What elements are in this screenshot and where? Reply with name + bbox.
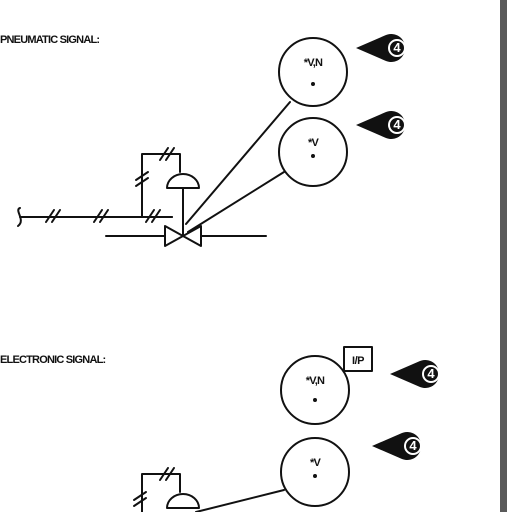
pneumatic-signal-title: PNEUMATIC SIGNAL: (0, 34, 100, 46)
pneumatic-loop (141, 153, 181, 218)
electronic-loop (141, 473, 181, 512)
pneumatic-hash (93, 209, 103, 223)
electronic-tag-bottom-number: 4 (409, 438, 417, 453)
pneumatic-line-break-symbol (17, 207, 22, 227)
electronic-signal-title: ELECTRONIC SIGNAL: (0, 354, 106, 366)
electronic-tag-top: 4 (390, 360, 440, 388)
pneumatic-hash (135, 177, 149, 187)
pneumatic-tag-top: 4 (356, 34, 406, 62)
pneumatic-hash (135, 171, 149, 181)
pneumatic-leader-top (185, 101, 291, 225)
electronic-hash (133, 491, 147, 501)
electronic-tag-bottom: 4 (372, 432, 422, 461)
electronic-leader-bottom (195, 489, 285, 512)
pneumatic-hash (165, 147, 175, 161)
electronic-bubble-top (280, 355, 350, 425)
electronic-actuator (166, 493, 200, 509)
electronic-hash (165, 467, 175, 481)
pneumatic-valve-right (182, 225, 202, 247)
pneumatic-actuator (166, 173, 200, 189)
electronic-bubble-bottom-label: *V (310, 457, 321, 469)
pneumatic-section (17, 37, 348, 247)
electronic-bubble-bottom (280, 437, 350, 507)
pneumatic-hash (99, 209, 109, 223)
pneumatic-tag-bottom-number: 4 (393, 117, 401, 132)
converter-box (343, 346, 373, 372)
pneumatic-tag-bottom: 4 (356, 111, 406, 139)
pneumatic-leader-bottom (187, 171, 285, 233)
pneumatic-bubble-top-label: *V,N (304, 57, 323, 69)
pneumatic-tag-top-number: 4 (393, 40, 401, 55)
pneumatic-hash (51, 209, 61, 223)
pneumatic-bubble-top (278, 37, 348, 107)
electronic-section (133, 346, 373, 512)
pneumatic-hash (45, 209, 55, 223)
electronic-hash (159, 467, 169, 481)
electronic-tag-top-number: 4 (427, 366, 435, 381)
pneumatic-hash (159, 147, 169, 161)
converter-label: I/P (352, 355, 364, 367)
electronic-bubble-top-label: *V,N (306, 375, 325, 387)
page-frame-border (500, 0, 507, 512)
pneumatic-valve-left (164, 225, 184, 247)
pneumatic-bubble-bottom (278, 117, 348, 187)
pneumatic-bubble-bottom-label: *V (308, 137, 319, 149)
electronic-hash (133, 497, 147, 507)
